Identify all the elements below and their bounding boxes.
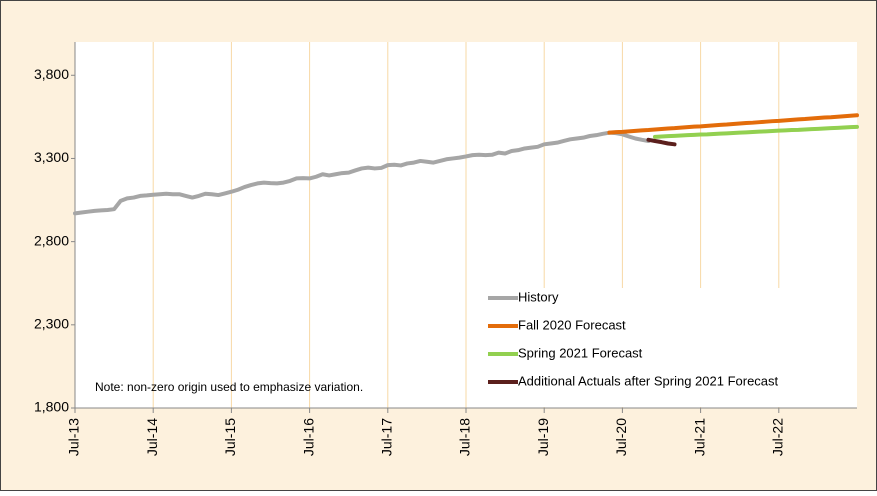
- series-line: [607, 113, 859, 135]
- y-tick-label: 2,300: [34, 316, 69, 332]
- x-tick-label: Jul-18: [457, 418, 473, 456]
- legend-label: Spring 2021 Forecast: [518, 345, 643, 360]
- legend-box: [478, 288, 856, 407]
- series-line: [652, 124, 859, 139]
- y-tick-label: 2,800: [34, 232, 69, 248]
- legend-label: Additional Actuals after Spring 2021 For…: [518, 373, 779, 388]
- y-tick-label: 3,800: [34, 66, 69, 82]
- x-tick-label: Jul-13: [66, 418, 82, 456]
- y-tick-label: 3,300: [34, 149, 69, 165]
- x-tick-label: Jul-21: [691, 418, 707, 456]
- x-tick-label: Jul-17: [379, 418, 395, 456]
- note: Note: non-zero origin used to emphasize …: [95, 380, 363, 394]
- legend-label: History: [518, 289, 559, 304]
- x-tick-label: Jul-15: [222, 418, 238, 456]
- legend-label: Fall 2020 Forecast: [518, 317, 626, 332]
- series-line: [646, 137, 677, 147]
- x-tick-label: Jul-20: [613, 418, 629, 456]
- x-tick-label: Jul-16: [300, 418, 316, 456]
- x-tick-label: Jul-22: [770, 418, 786, 456]
- x-tick-label: Jul-19: [535, 418, 551, 456]
- y-tick-label: 1,800: [34, 399, 69, 415]
- series-line: [73, 130, 651, 216]
- x-tick-label: Jul-14: [144, 418, 160, 456]
